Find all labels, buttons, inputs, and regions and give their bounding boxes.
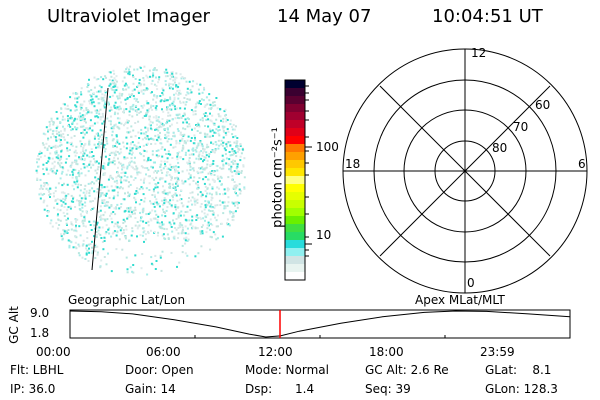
colorbar-segment	[285, 160, 305, 169]
status-field: Flt: LBHL	[10, 363, 64, 377]
date-label: 14 May 07	[277, 6, 372, 27]
lat-70: 70	[513, 120, 529, 134]
colorbar-segment	[285, 248, 305, 257]
y-axis-label: GC Alt	[6, 306, 21, 344]
status-field: Seq: 39	[365, 382, 411, 396]
colorbar-segment	[285, 200, 305, 209]
colorbar-segment	[285, 184, 305, 193]
status-field: IP: 36.0	[10, 382, 56, 396]
lat-60: 60	[535, 98, 551, 112]
apex-label: Apex MLat/MLT	[415, 293, 505, 307]
terminator-line	[91, 87, 109, 271]
status-field: Door: Open	[125, 363, 194, 377]
colorbar-segment	[285, 80, 305, 89]
colorbar	[284, 79, 312, 281]
x-tick-end: 23:59	[480, 345, 515, 359]
x-tick-6: 06:00	[146, 345, 181, 359]
colorbar-segment	[285, 112, 305, 121]
time-label: 10:04:51 UT	[432, 6, 543, 27]
geographic-label: Geographic Lat/Lon	[68, 293, 186, 307]
status-field: Dsp: 1.4	[245, 382, 315, 396]
colorbar-segment	[285, 96, 305, 105]
colorbar-segment	[285, 240, 305, 249]
colorbar-segment	[285, 192, 305, 201]
colorbar-segment	[285, 272, 305, 281]
status-field: GC Alt: 2.6 Re	[365, 363, 449, 377]
mlt-diagonal	[379, 85, 551, 257]
colorbar-segment	[285, 88, 305, 97]
colorbar-segment	[285, 264, 305, 273]
colorbar-frame	[284, 79, 306, 281]
colorbar-segment	[285, 208, 305, 217]
mlt-6: 6	[578, 157, 586, 171]
colorbar-label: photon cm⁻²s⁻¹	[270, 127, 286, 228]
colorbar-segment	[285, 256, 305, 265]
colorbar-tick-10: 10	[316, 228, 332, 242]
altitude-curve	[69, 310, 571, 338]
instrument-title: Ultraviolet Imager	[47, 6, 210, 27]
colorbar-segment	[285, 224, 305, 233]
y-tick-9: 9.0	[30, 306, 50, 320]
colorbar-segment	[285, 152, 305, 161]
colorbar-segment	[285, 128, 305, 137]
altitude-timeline	[69, 309, 571, 339]
x-tick-12: 12:00	[258, 345, 293, 359]
status-field: GLat: 8.1	[485, 363, 552, 377]
colorbar-segment	[285, 168, 305, 177]
colorbar-segment	[285, 104, 305, 113]
polar-grid	[342, 48, 588, 294]
colorbar-segment	[285, 232, 305, 241]
x-tick-0: 00:00	[36, 345, 71, 359]
mlt-12: 12	[471, 46, 487, 60]
colorbar-segment	[285, 144, 305, 153]
y-tick-1-8: 1.8	[30, 326, 50, 340]
colorbar-segment	[285, 136, 305, 145]
lat-80: 80	[492, 141, 508, 155]
status-field: Mode: Normal	[245, 363, 329, 377]
colorbar-segment	[285, 120, 305, 129]
auroral-image	[35, 65, 246, 276]
x-tick-18: 18:00	[369, 345, 404, 359]
status-field: GLon: 128.3	[485, 382, 558, 396]
colorbar-segment	[285, 216, 305, 225]
mlt-0: 0	[467, 276, 475, 290]
timeline-frame	[69, 309, 571, 339]
mlt-18: 18	[345, 157, 361, 171]
colorbar-segment	[285, 176, 305, 185]
colorbar-tick-100: 100	[316, 140, 339, 154]
status-field: Gain: 14	[125, 382, 176, 396]
